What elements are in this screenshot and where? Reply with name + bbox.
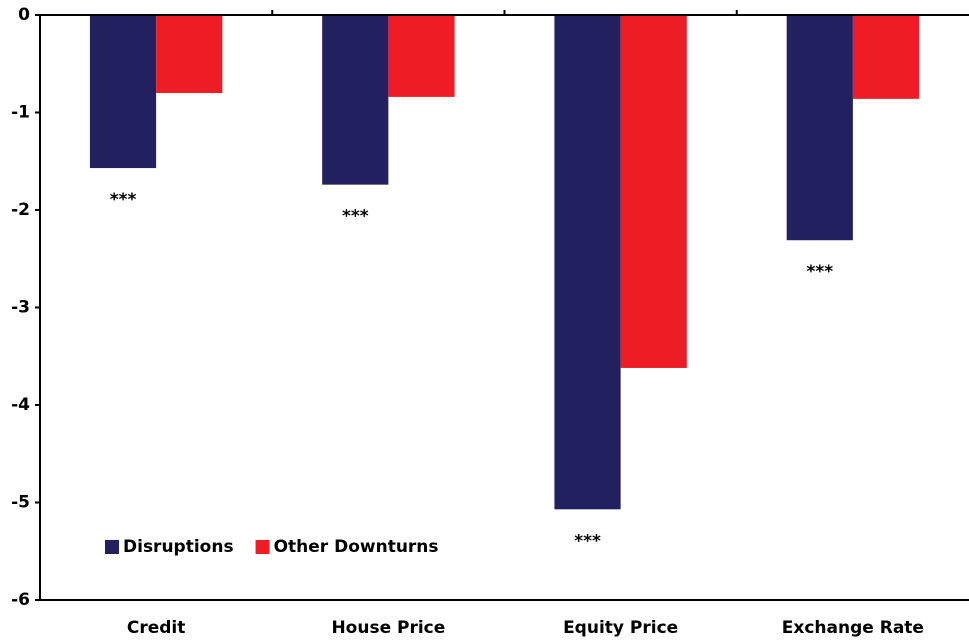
bar — [852, 15, 920, 99]
y-tick-label: -4 — [11, 395, 30, 415]
bar — [786, 15, 853, 241]
x-tick-label: Equity Price — [563, 618, 678, 638]
annotation: *** — [806, 262, 833, 282]
bar — [89, 15, 157, 169]
y-tick-label: -6 — [11, 590, 30, 610]
bar — [156, 15, 223, 93]
annotation: *** — [574, 531, 601, 551]
legend-swatch — [105, 540, 119, 554]
y-tick-label: -5 — [11, 493, 30, 513]
bar — [322, 15, 389, 185]
bar — [554, 15, 621, 510]
legend-label: Disruptions — [123, 537, 234, 557]
bar — [620, 15, 687, 368]
y-tick-label: -3 — [11, 298, 30, 318]
annotation: *** — [110, 190, 137, 210]
x-tick-label: Exchange Rate — [782, 618, 924, 638]
y-tick-label: 0 — [18, 5, 30, 25]
legend-swatch — [255, 540, 270, 554]
x-tick-label: Credit — [127, 618, 186, 638]
x-tick-label: House Price — [331, 618, 445, 638]
annotation: *** — [342, 207, 369, 227]
y-tick-label: -1 — [11, 103, 30, 123]
bar — [388, 15, 455, 97]
y-tick-label: -2 — [11, 200, 30, 220]
legend-label: Other Downturns — [274, 537, 439, 557]
